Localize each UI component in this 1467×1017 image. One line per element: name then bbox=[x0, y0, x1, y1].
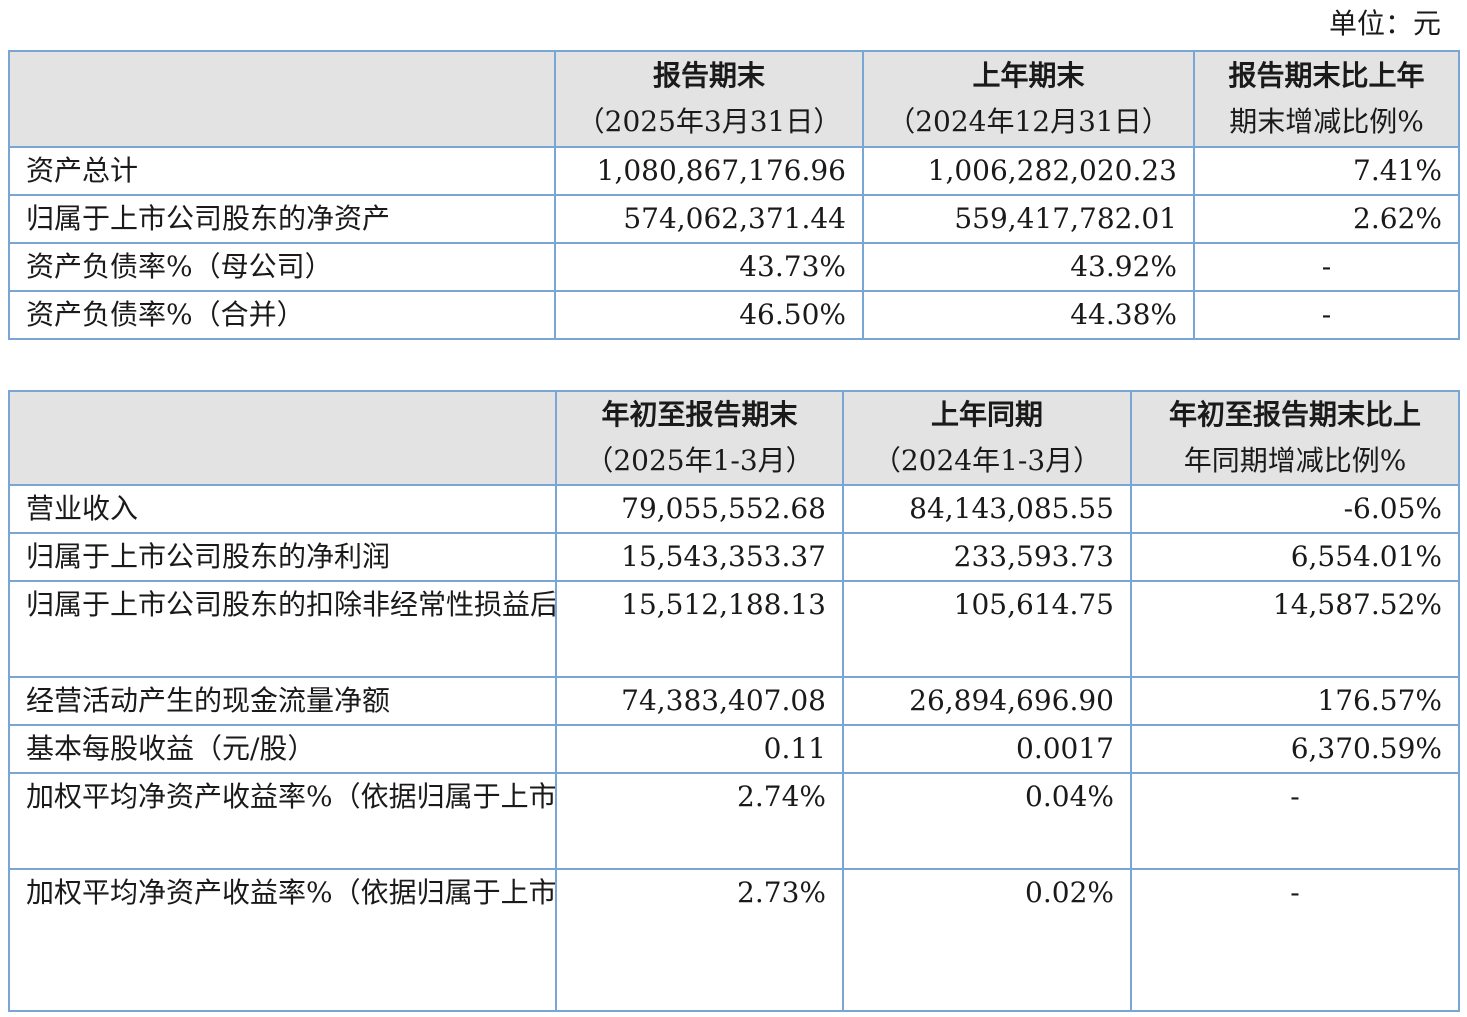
table-row: 归属于上市公司股东的扣除非经常性损益后的净利润 15,512,188.13 10… bbox=[8, 580, 1460, 678]
table-row: 加权平均净资产收益率%（依据归属于上市公司股东的扣除非经常性损益后的净利润计算）… bbox=[8, 868, 1460, 1012]
cell-value: 74,383,407.08 bbox=[555, 676, 844, 726]
row-label: 营业收入 bbox=[8, 484, 557, 534]
row-label: 资产总计 bbox=[8, 146, 556, 196]
cell-value: 2.74% bbox=[555, 772, 844, 870]
header-subtitle: （2024年1-3月） bbox=[872, 444, 1102, 477]
cell-value: 0.02% bbox=[842, 868, 1132, 1012]
header-title: 报告期末比上年 bbox=[1228, 59, 1425, 92]
table-header-row: 年初至报告期末 （2025年1-3月） 上年同期 （2024年1-3月） 年初至… bbox=[8, 390, 1460, 486]
header-subtitle: （2025年3月31日） bbox=[576, 105, 842, 138]
row-label: 基本每股收益（元/股） bbox=[8, 724, 557, 774]
table-row: 加权平均净资产收益率%（依据归属于上市公司股东的净利润计算） 2.74% 0.0… bbox=[8, 772, 1460, 870]
table-row: 基本每股收益（元/股） 0.11 0.0017 6,370.59% bbox=[8, 724, 1460, 774]
row-label: 加权平均净资产收益率%（依据归属于上市公司股东的净利润计算） bbox=[8, 772, 557, 870]
cell-value: 1,080,867,176.96 bbox=[554, 146, 864, 196]
cell-change: 14,587.52% bbox=[1130, 580, 1460, 678]
unit-label: 单位：元 bbox=[1328, 7, 1441, 40]
header-cell: 上年同期 （2024年1-3月） bbox=[842, 390, 1132, 486]
header-subtitle: （2025年1-3月） bbox=[585, 444, 814, 477]
table-row: 资产总计 1,080,867,176.96 1,006,282,020.23 7… bbox=[8, 146, 1460, 196]
row-label: 加权平均净资产收益率%（依据归属于上市公司股东的扣除非经常性损益后的净利润计算） bbox=[8, 868, 557, 1012]
header-cell: 年初至报告期末 （2025年1-3月） bbox=[555, 390, 844, 486]
header-title: 报告期末 bbox=[652, 59, 765, 92]
header-cell: 报告期末 （2025年3月31日） bbox=[554, 50, 864, 148]
header-cell: 报告期末比上年 期末增减比例% bbox=[1193, 50, 1460, 148]
cell-change: - bbox=[1130, 868, 1460, 1012]
row-label: 归属于上市公司股东的净利润 bbox=[8, 532, 557, 582]
header-cell: 年初至报告期末比上 年同期增减比例% bbox=[1130, 390, 1460, 486]
cell-change: 6,370.59% bbox=[1130, 724, 1460, 774]
cell-value: 233,593.73 bbox=[842, 532, 1132, 582]
header-subtitle: 年同期增减比例% bbox=[1183, 444, 1407, 477]
cell-value: 559,417,782.01 bbox=[862, 194, 1195, 244]
row-label: 归属于上市公司股东的净资产 bbox=[8, 194, 556, 244]
table-row: 资产负债率%（母公司） 43.73% 43.92% - bbox=[8, 242, 1460, 292]
cell-value: 43.92% bbox=[862, 242, 1195, 292]
cell-value: 105,614.75 bbox=[842, 580, 1132, 678]
cell-value: 44.38% bbox=[862, 290, 1195, 340]
header-cell-blank bbox=[8, 50, 556, 148]
cell-value: 26,894,696.90 bbox=[842, 676, 1132, 726]
header-title: 年初至报告期末比上 bbox=[1168, 398, 1421, 431]
cell-value: 574,062,371.44 bbox=[554, 194, 864, 244]
cell-value: 0.0017 bbox=[842, 724, 1132, 774]
header-subtitle: （2024年12月31日） bbox=[887, 105, 1170, 138]
header-cell-blank bbox=[8, 390, 557, 486]
cell-value: 84,143,085.55 bbox=[842, 484, 1132, 534]
cell-value: 15,543,353.37 bbox=[555, 532, 844, 582]
header-title: 上年同期 bbox=[930, 398, 1043, 431]
table-row: 经营活动产生的现金流量净额 74,383,407.08 26,894,696.9… bbox=[8, 676, 1460, 726]
table-row: 营业收入 79,055,552.68 84,143,085.55 -6.05% bbox=[8, 484, 1460, 534]
cell-value: 46.50% bbox=[554, 290, 864, 340]
cell-change: - bbox=[1130, 772, 1460, 870]
row-label: 资产负债率%（合并） bbox=[8, 290, 556, 340]
cell-value: 15,512,188.13 bbox=[555, 580, 844, 678]
table-row: 归属于上市公司股东的净利润 15,543,353.37 233,593.73 6… bbox=[8, 532, 1460, 582]
cell-change: 7.41% bbox=[1193, 146, 1460, 196]
header-subtitle: 期末增减比例% bbox=[1229, 105, 1424, 138]
cell-change: - bbox=[1193, 242, 1460, 292]
balance-summary-table: 报告期末 （2025年3月31日） 上年期末 （2024年12月31日） 报告期… bbox=[8, 50, 1460, 340]
cell-value: 0.04% bbox=[842, 772, 1132, 870]
cell-change: 2.62% bbox=[1193, 194, 1460, 244]
cell-change: - bbox=[1193, 290, 1460, 340]
header-title: 年初至报告期末 bbox=[601, 398, 798, 431]
header-title: 上年期末 bbox=[972, 59, 1085, 92]
cell-value: 79,055,552.68 bbox=[555, 484, 844, 534]
cell-value: 1,006,282,020.23 bbox=[862, 146, 1195, 196]
row-label: 资产负债率%（母公司） bbox=[8, 242, 556, 292]
cell-value: 0.11 bbox=[555, 724, 844, 774]
table-header-row: 报告期末 （2025年3月31日） 上年期末 （2024年12月31日） 报告期… bbox=[8, 50, 1460, 148]
cell-change: 6,554.01% bbox=[1130, 532, 1460, 582]
header-cell: 上年期末 （2024年12月31日） bbox=[862, 50, 1195, 148]
cell-value: 43.73% bbox=[554, 242, 864, 292]
cell-change: 176.57% bbox=[1130, 676, 1460, 726]
row-label: 经营活动产生的现金流量净额 bbox=[8, 676, 557, 726]
row-label: 归属于上市公司股东的扣除非经常性损益后的净利润 bbox=[8, 580, 557, 678]
table-row: 资产负债率%（合并） 46.50% 44.38% - bbox=[8, 290, 1460, 340]
cell-value: 2.73% bbox=[555, 868, 844, 1012]
income-summary-table: 年初至报告期末 （2025年1-3月） 上年同期 （2024年1-3月） 年初至… bbox=[8, 390, 1460, 1012]
cell-change: -6.05% bbox=[1130, 484, 1460, 534]
table-row: 归属于上市公司股东的净资产 574,062,371.44 559,417,782… bbox=[8, 194, 1460, 244]
